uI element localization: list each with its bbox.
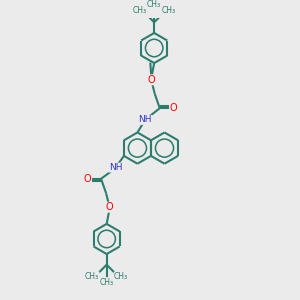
Text: CH₃: CH₃ (147, 1, 161, 10)
Text: CH₃: CH₃ (133, 6, 147, 15)
Text: NH: NH (109, 163, 122, 172)
Text: CH₃: CH₃ (162, 6, 176, 15)
Text: CH₃: CH₃ (85, 272, 99, 281)
Text: NH: NH (139, 116, 152, 124)
Text: O: O (83, 174, 91, 184)
Text: CH₃: CH₃ (114, 272, 128, 281)
Text: CH₃: CH₃ (100, 278, 114, 286)
Text: O: O (106, 202, 113, 212)
Text: O: O (148, 75, 155, 85)
Text: O: O (170, 103, 178, 113)
